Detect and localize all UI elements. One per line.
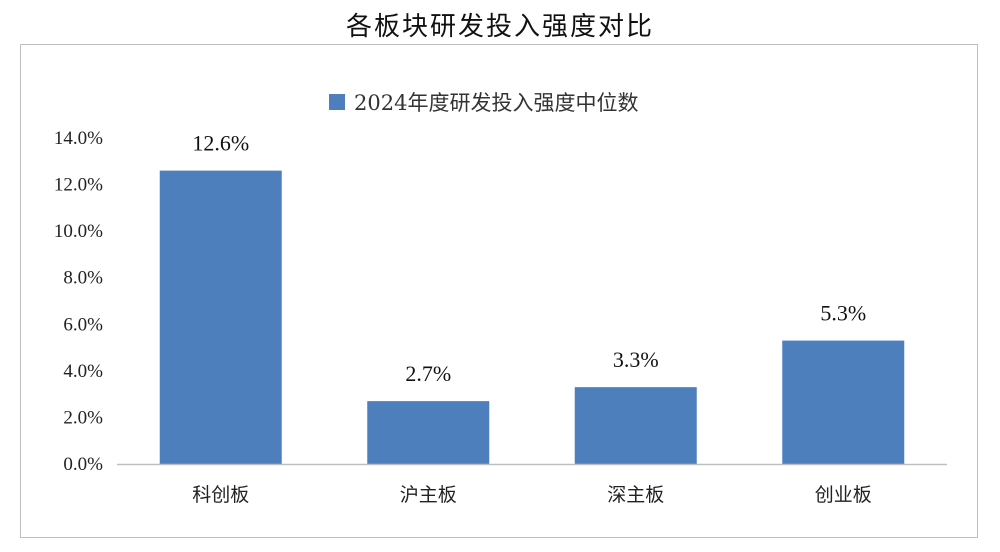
y-tick-label: 6.0%: [63, 314, 103, 335]
data-label: 3.3%: [613, 347, 659, 372]
data-label: 2.7%: [405, 361, 451, 386]
bar: [574, 387, 697, 464]
y-tick-label: 8.0%: [63, 268, 103, 289]
data-label: 5.3%: [820, 301, 866, 326]
chart-title: 各板块研发投入强度对比: [345, 12, 654, 42]
y-tick-label: 12.0%: [54, 175, 103, 196]
legend-swatch: [329, 94, 345, 110]
x-tick-label: 创业板: [815, 484, 872, 506]
x-axis: 科创板 沪主板 深主板 创业板: [192, 484, 872, 506]
data-labels: 12.6% 2.7% 3.3% 5.3%: [192, 131, 866, 387]
x-tick-label: 沪主板: [400, 484, 457, 506]
legend-label: 2024年度研发投入强度中位数: [354, 91, 638, 115]
x-tick-label: 深主板: [607, 484, 664, 506]
bar: [367, 401, 490, 464]
y-tick-label: 2.0%: [63, 407, 103, 428]
bar: [159, 170, 282, 464]
y-tick-label: 14.0%: [54, 128, 103, 149]
data-label: 12.6%: [192, 131, 249, 156]
legend: 2024年度研发投入强度中位数: [329, 91, 638, 115]
chart-frame: [20, 44, 978, 538]
x-tick-label: 科创板: [192, 484, 249, 506]
y-tick-label: 0.0%: [63, 454, 103, 475]
bars: [159, 170, 905, 464]
y-tick-label: 10.0%: [54, 221, 103, 242]
bar: [782, 340, 905, 464]
y-axis: 0.0% 2.0% 4.0% 6.0% 8.0% 10.0% 12.0% 14.0%: [54, 128, 103, 475]
y-tick-label: 4.0%: [63, 361, 103, 382]
